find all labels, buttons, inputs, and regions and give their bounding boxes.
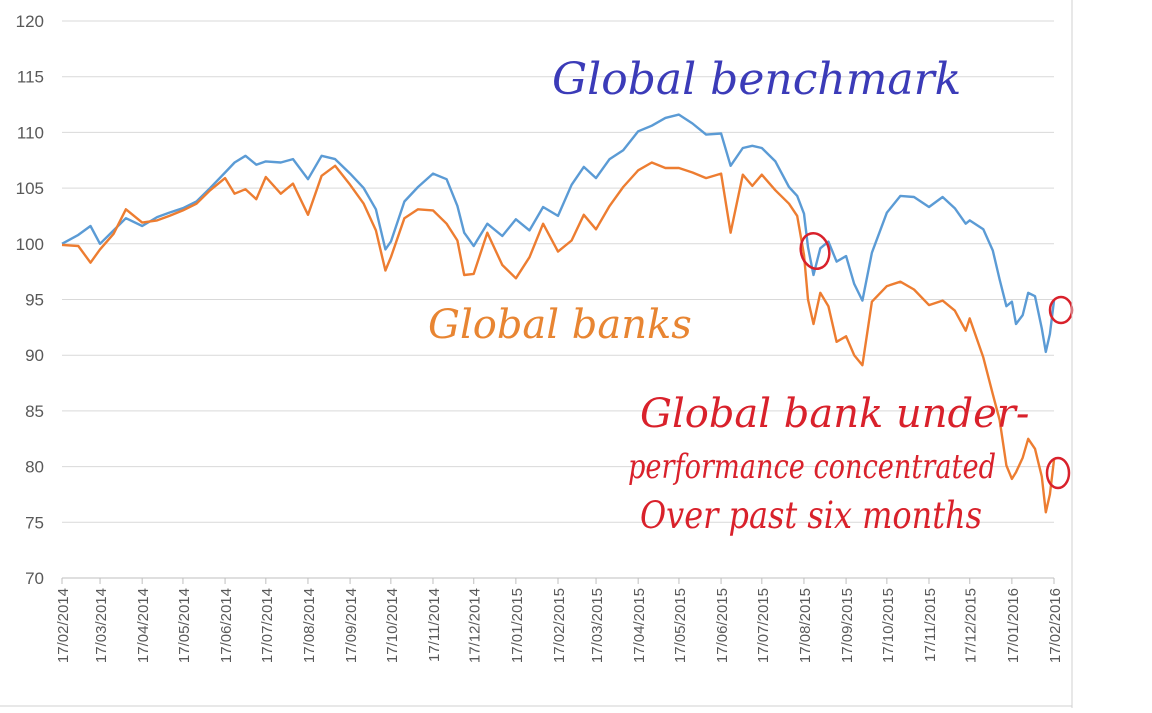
y-tick-label: 85 xyxy=(25,402,44,421)
annotation-note-line-1: Global bank under- xyxy=(640,391,1029,437)
y-axis-ticks: 70 75 80 85 90 95 100 105 110 115 120 xyxy=(16,12,44,588)
x-tick-label: 17/01/2016 xyxy=(1005,588,1022,663)
y-tick-label: 75 xyxy=(25,513,44,532)
highlight-circle-banks-end xyxy=(1045,456,1071,490)
annotation-benchmark-label: Global benchmark xyxy=(552,54,961,105)
x-tick-label: 17/03/2015 xyxy=(589,588,606,663)
x-tick-label: 17/05/2014 xyxy=(176,588,193,663)
x-tick-label: 17/07/2015 xyxy=(755,588,772,663)
y-tick-label: 120 xyxy=(16,12,44,31)
x-tick-label: 17/05/2015 xyxy=(672,588,689,663)
x-tick-label: 17/02/2016 xyxy=(1047,588,1064,663)
y-tick-label: 90 xyxy=(25,346,44,365)
y-tick-label: 110 xyxy=(17,123,44,142)
y-tick-label: 105 xyxy=(16,179,44,198)
global-benchmark-line xyxy=(61,113,1056,354)
x-tick-label: 17/07/2014 xyxy=(259,588,276,663)
highlight-circle-aug-2015 xyxy=(799,231,831,271)
x-tick-label: 17/03/2014 xyxy=(93,588,110,663)
global-banks-line xyxy=(61,161,1056,514)
y-tick-label: 70 xyxy=(25,569,44,588)
series-lines xyxy=(61,113,1056,514)
x-tick-label: 17/04/2015 xyxy=(631,588,648,663)
x-tick-label: 17/12/2015 xyxy=(963,588,980,663)
x-tick-label: 17/11/2014 xyxy=(426,588,443,662)
x-axis: 17/02/2014 17/03/2014 17/04/2014 17/05/2014… xyxy=(55,577,1064,663)
x-tick-label: 17/06/2014 xyxy=(218,588,235,663)
y-tick-label: 100 xyxy=(16,235,44,254)
x-tick-label: 17/11/2015 xyxy=(922,588,939,662)
x-tick-label: 17/04/2014 xyxy=(135,588,152,663)
x-tick-label: 17/09/2015 xyxy=(839,588,856,663)
annotation-note-line-2: performance concentrated xyxy=(628,447,996,487)
gridlines xyxy=(62,20,1054,523)
annotation-banks-label: Global banks xyxy=(428,302,692,348)
y-tick-label: 115 xyxy=(17,68,44,87)
x-tick-label: 17/12/2014 xyxy=(467,588,484,663)
x-tick-label: 17/08/2014 xyxy=(301,588,318,663)
x-tick-label: 17/06/2015 xyxy=(714,588,731,663)
x-tick-label: 17/09/2014 xyxy=(343,588,360,663)
x-tick-label: 17/02/2015 xyxy=(551,588,568,663)
y-tick-label: 80 xyxy=(25,458,44,477)
x-tick-label: 17/10/2015 xyxy=(880,588,897,663)
y-tick-label: 95 xyxy=(25,291,44,310)
x-tick-label: 17/08/2015 xyxy=(797,588,814,663)
annotation-note-line-3: Over past six months xyxy=(640,494,982,537)
x-tick-label: 17/10/2014 xyxy=(384,588,401,663)
x-tick-label: 17/02/2014 xyxy=(55,588,72,663)
x-tick-label: 17/01/2015 xyxy=(509,588,526,663)
